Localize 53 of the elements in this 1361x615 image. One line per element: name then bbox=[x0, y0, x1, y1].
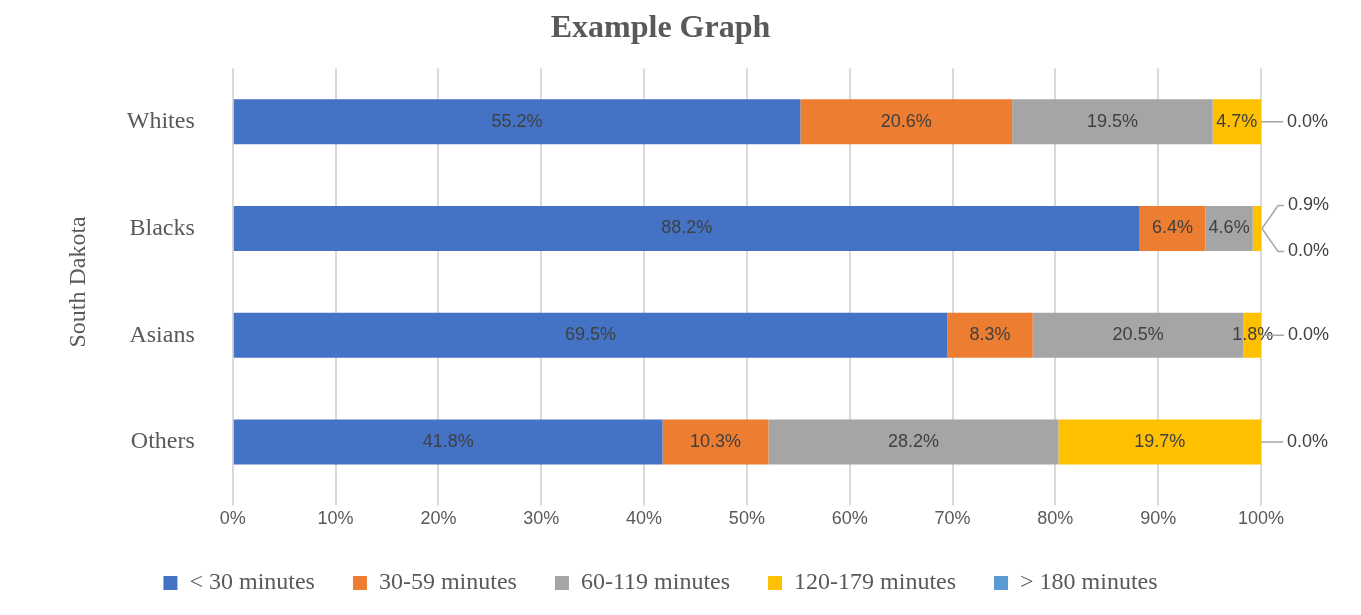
legend-label: 120-179 minutes bbox=[794, 568, 957, 595]
data-label: 6.4% bbox=[1152, 217, 1194, 238]
x-tick-label: 40% bbox=[626, 508, 663, 529]
bar bbox=[233, 99, 801, 145]
data-label: 55.2% bbox=[491, 110, 543, 131]
data-label: 0.0% bbox=[1287, 430, 1329, 451]
data-label: 88.2% bbox=[661, 217, 713, 238]
x-tick-label: 100% bbox=[1237, 508, 1285, 529]
data-label: 0.9% bbox=[1288, 194, 1330, 215]
x-tick-label: 50% bbox=[728, 508, 765, 529]
data-label: 19.7% bbox=[1134, 430, 1186, 451]
data-label: 4.6% bbox=[1208, 217, 1250, 238]
bar bbox=[662, 419, 769, 465]
y-tick-label: Whites bbox=[126, 107, 195, 134]
bar bbox=[800, 99, 1013, 145]
data-label: 19.5% bbox=[1086, 110, 1138, 131]
bar bbox=[233, 312, 948, 358]
bar bbox=[233, 419, 663, 465]
data-label: 28.2% bbox=[887, 430, 939, 451]
x-tick-label: 0% bbox=[219, 508, 246, 529]
bar bbox=[233, 206, 1140, 251]
legend-label: 30-59 minutes bbox=[378, 568, 517, 595]
data-label: 69.5% bbox=[565, 324, 617, 345]
data-label: 10.3% bbox=[690, 430, 742, 451]
legend-label: 60-119 minutes bbox=[580, 568, 731, 595]
data-label: 20.5% bbox=[1112, 324, 1164, 345]
x-tick-label: 70% bbox=[934, 508, 971, 529]
legend-label: < 30 minutes bbox=[189, 568, 315, 595]
legend-label: > 180 minutes bbox=[1020, 568, 1158, 595]
x-tick-label: 10% bbox=[317, 508, 354, 529]
chart-title: Example Graph bbox=[550, 8, 771, 45]
y-axis-title: South Dakota bbox=[63, 215, 90, 348]
bar bbox=[1012, 99, 1213, 145]
data-label: 0.0% bbox=[1288, 240, 1330, 261]
bar bbox=[768, 419, 1059, 465]
bar bbox=[1058, 419, 1261, 465]
y-tick-label: Others bbox=[130, 427, 195, 454]
y-tick-label: Asians bbox=[129, 320, 195, 347]
x-tick-label: 60% bbox=[831, 508, 868, 529]
x-tick-label: 90% bbox=[1140, 508, 1177, 529]
data-label: 20.6% bbox=[880, 110, 932, 131]
bar bbox=[1252, 206, 1261, 251]
x-tick-label: 30% bbox=[523, 508, 560, 529]
data-label: 8.3% bbox=[969, 324, 1011, 345]
bar bbox=[947, 312, 1033, 358]
data-label: 4.7% bbox=[1216, 110, 1258, 131]
y-tick-label: Blacks bbox=[129, 213, 195, 240]
x-tick-label: 20% bbox=[420, 508, 457, 529]
data-label: 0.0% bbox=[1287, 110, 1329, 131]
x-tick-label: 80% bbox=[1037, 508, 1074, 529]
data-label: 41.8% bbox=[422, 430, 474, 451]
data-label: 0.0% bbox=[1288, 324, 1330, 345]
bar bbox=[1139, 206, 1206, 251]
